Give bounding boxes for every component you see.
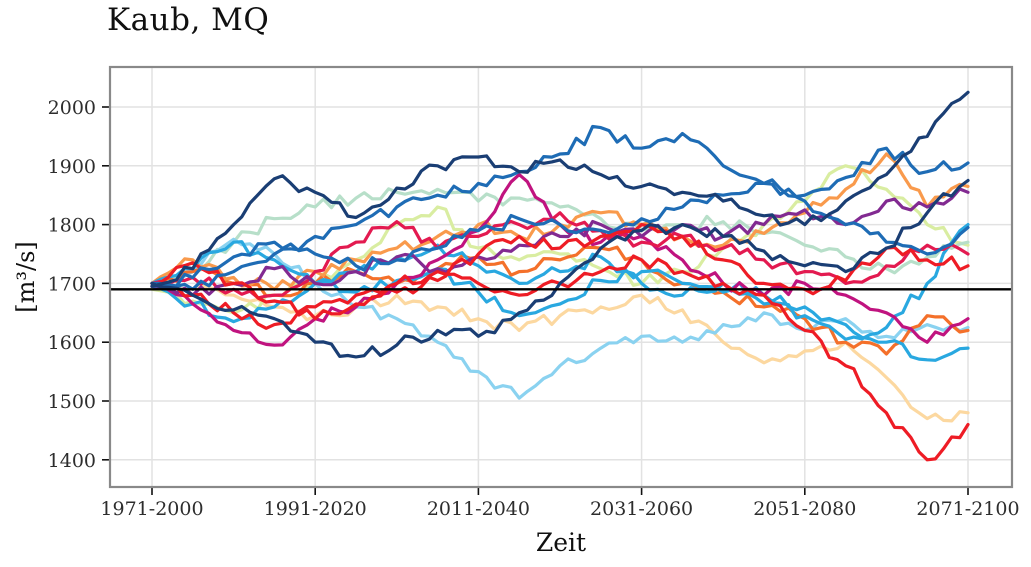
y-tick-label: 1800 (48, 215, 96, 237)
y-axis-label: [m³/s] (12, 241, 40, 313)
series-line-red-orange (150, 245, 970, 356)
x-axis-label: Zeit (535, 528, 587, 557)
x-tick-label: 1991-2020 (264, 498, 367, 520)
plot-border (108, 65, 1014, 489)
series-line-blue-1 (150, 124, 970, 291)
x-tick-label: 2011-2040 (427, 498, 530, 520)
x-tick-label: 2031-2060 (590, 498, 693, 520)
series-line-mint (150, 187, 970, 285)
series-line-red-1 (150, 254, 970, 462)
y-tick-label: 1700 (48, 273, 96, 295)
series-line-navy-1 (150, 90, 970, 288)
x-tick-label: 1971-2000 (100, 498, 203, 520)
x-tick-label: 2051-2080 (753, 498, 856, 520)
series-line-cyan-1 (150, 223, 970, 341)
series-line-blue-2 (150, 181, 970, 288)
series-line-navy-2 (150, 178, 970, 359)
y-tick-label: 1500 (48, 391, 96, 413)
series-line-peach (150, 281, 970, 423)
series-line-crimson (150, 211, 970, 300)
x-tick-label: 2071-2100 (916, 498, 1019, 520)
y-tick-label: 1600 (48, 332, 96, 354)
y-tick-label: 1900 (48, 156, 96, 178)
y-tick-label: 2000 (48, 97, 96, 119)
chart-title: Kaub, MQ (107, 2, 270, 38)
series-line-red-2 (150, 223, 970, 321)
y-tick-label: 1400 (48, 450, 96, 472)
